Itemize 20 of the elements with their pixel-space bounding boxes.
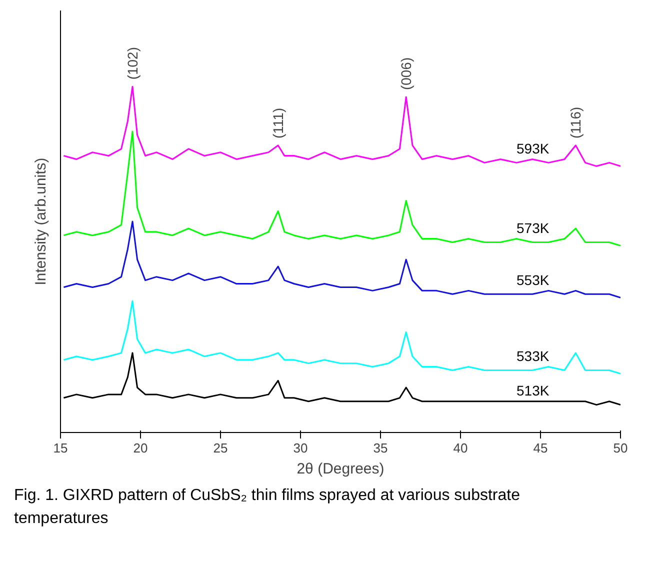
series-label: 573K: [516, 220, 550, 236]
x-tick-label: 30: [293, 440, 308, 456]
x-tick-label: 35: [373, 440, 388, 456]
annotation: (116): [568, 106, 584, 138]
caption: Fig. 1. GIXRD pattern of CuSbS₂ thin films sprayed at various substrate temperatures: [14, 486, 521, 529]
x-tick-label: 25: [213, 440, 228, 456]
series-label: 593K: [516, 140, 550, 156]
annotation: (102): [124, 46, 140, 80]
series-label: 533K: [516, 348, 550, 364]
x-tick-label: 15: [53, 440, 68, 456]
y-axis-title: Intensity (arb.units): [32, 158, 50, 286]
x-tick-label: 50: [613, 440, 628, 456]
annotation: (111): [270, 108, 286, 138]
series-label: 513K: [516, 382, 550, 399]
annotation: (006): [398, 57, 414, 90]
x-tick-label: 20: [133, 440, 148, 456]
x-tick-label: 40: [453, 440, 468, 456]
x-axis-title: 2θ (Degrees): [296, 460, 384, 478]
x-tick-label: 45: [533, 440, 548, 456]
series-label: 553K: [516, 272, 550, 288]
